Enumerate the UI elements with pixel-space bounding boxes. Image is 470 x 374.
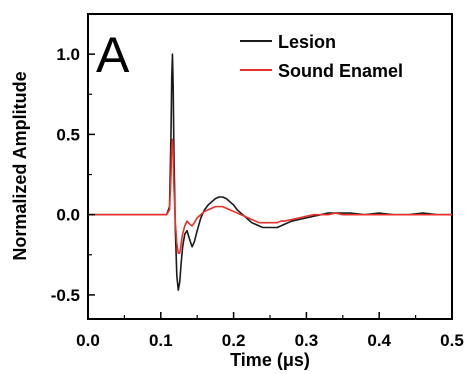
x-axis-title: Time (μs) (230, 350, 310, 370)
x-tick-label: 0.5 (440, 331, 464, 350)
x-tick-label: 0.2 (222, 331, 246, 350)
x-tick-label: 0.1 (149, 331, 173, 350)
panel-label: A (96, 27, 130, 83)
y-tick-label: -0.5 (51, 286, 80, 305)
plot-frame (87, 13, 453, 320)
series-line-lesion (88, 53, 452, 291)
x-tick-label: 0.4 (367, 331, 391, 350)
x-tick-label: 0.0 (76, 331, 100, 350)
y-tick-label: 1.0 (56, 45, 80, 64)
series-lines (88, 53, 452, 291)
legend-label-sound-enamel: Sound Enamel (278, 61, 403, 81)
axis-ticks (87, 13, 453, 319)
y-axis-title: Normalized Amplitude (10, 71, 30, 260)
legend-label-lesion: Lesion (278, 32, 336, 52)
series-line-sound-enamel (88, 138, 452, 254)
axis-tick-labels: 0.0 0.1 0.2 0.3 0.4 0.5 -0.5 0.0 0.5 1.0 (51, 45, 464, 350)
y-tick-label: 0.5 (56, 125, 80, 144)
legend: Lesion Sound Enamel (240, 32, 403, 81)
y-tick-label: 0.0 (56, 206, 80, 225)
x-tick-label: 0.3 (295, 331, 319, 350)
